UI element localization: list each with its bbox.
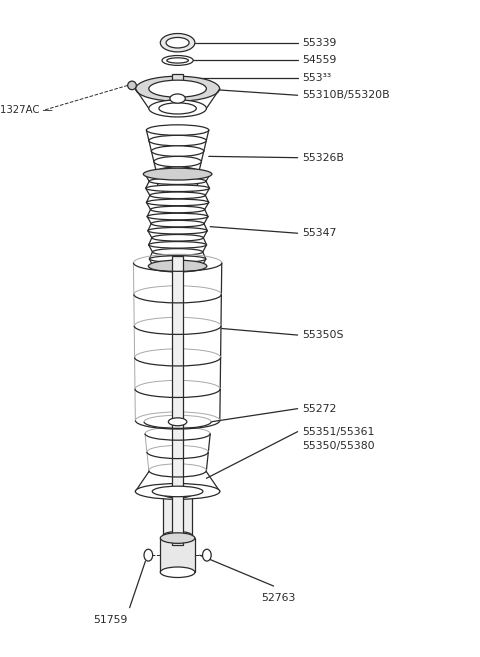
Text: 51759: 51759 xyxy=(93,614,128,625)
Ellipse shape xyxy=(146,199,209,206)
Ellipse shape xyxy=(167,193,188,201)
Ellipse shape xyxy=(148,227,207,234)
Ellipse shape xyxy=(152,235,204,241)
Ellipse shape xyxy=(154,156,201,167)
Ellipse shape xyxy=(144,549,153,561)
Text: 55326B: 55326B xyxy=(302,152,344,163)
Ellipse shape xyxy=(149,135,206,146)
Text: 55351/55361: 55351/55361 xyxy=(302,426,375,437)
Ellipse shape xyxy=(146,185,209,192)
Ellipse shape xyxy=(170,94,185,103)
Ellipse shape xyxy=(149,242,206,248)
Ellipse shape xyxy=(203,549,211,561)
Ellipse shape xyxy=(167,58,188,63)
Ellipse shape xyxy=(146,125,209,135)
Text: 52763: 52763 xyxy=(261,593,296,603)
Ellipse shape xyxy=(149,100,206,117)
Ellipse shape xyxy=(168,418,187,426)
Ellipse shape xyxy=(147,214,208,220)
Ellipse shape xyxy=(166,37,189,48)
Ellipse shape xyxy=(128,81,136,89)
Ellipse shape xyxy=(148,260,207,272)
Ellipse shape xyxy=(156,167,199,177)
Ellipse shape xyxy=(144,168,212,180)
Ellipse shape xyxy=(163,532,192,539)
Ellipse shape xyxy=(149,178,206,185)
Text: 55272: 55272 xyxy=(302,403,337,414)
Ellipse shape xyxy=(135,484,220,499)
Ellipse shape xyxy=(153,263,202,269)
Ellipse shape xyxy=(149,256,206,262)
Bar xyxy=(160,538,195,572)
Ellipse shape xyxy=(162,56,193,66)
Ellipse shape xyxy=(145,171,210,177)
Ellipse shape xyxy=(152,486,203,497)
Ellipse shape xyxy=(160,533,195,543)
Bar xyxy=(163,494,192,535)
Bar xyxy=(172,256,183,545)
Ellipse shape xyxy=(160,567,195,578)
Ellipse shape xyxy=(163,490,192,498)
Ellipse shape xyxy=(159,102,196,114)
Text: 55350S: 55350S xyxy=(302,330,344,340)
Ellipse shape xyxy=(160,34,195,52)
Ellipse shape xyxy=(153,248,203,255)
Ellipse shape xyxy=(151,206,204,213)
Bar xyxy=(172,74,183,83)
Text: 54559: 54559 xyxy=(302,55,337,66)
Ellipse shape xyxy=(135,76,219,101)
Text: 1327AC —: 1327AC — xyxy=(0,105,53,116)
Ellipse shape xyxy=(151,146,204,156)
Ellipse shape xyxy=(151,220,204,227)
Text: 55339: 55339 xyxy=(302,37,337,48)
Ellipse shape xyxy=(150,192,205,198)
Ellipse shape xyxy=(149,80,206,97)
Text: 55347: 55347 xyxy=(302,228,337,238)
Text: 55310B/55320B: 55310B/55320B xyxy=(302,90,390,101)
Text: 553³³: 553³³ xyxy=(302,73,332,83)
Text: 55350/55380: 55350/55380 xyxy=(302,441,375,451)
